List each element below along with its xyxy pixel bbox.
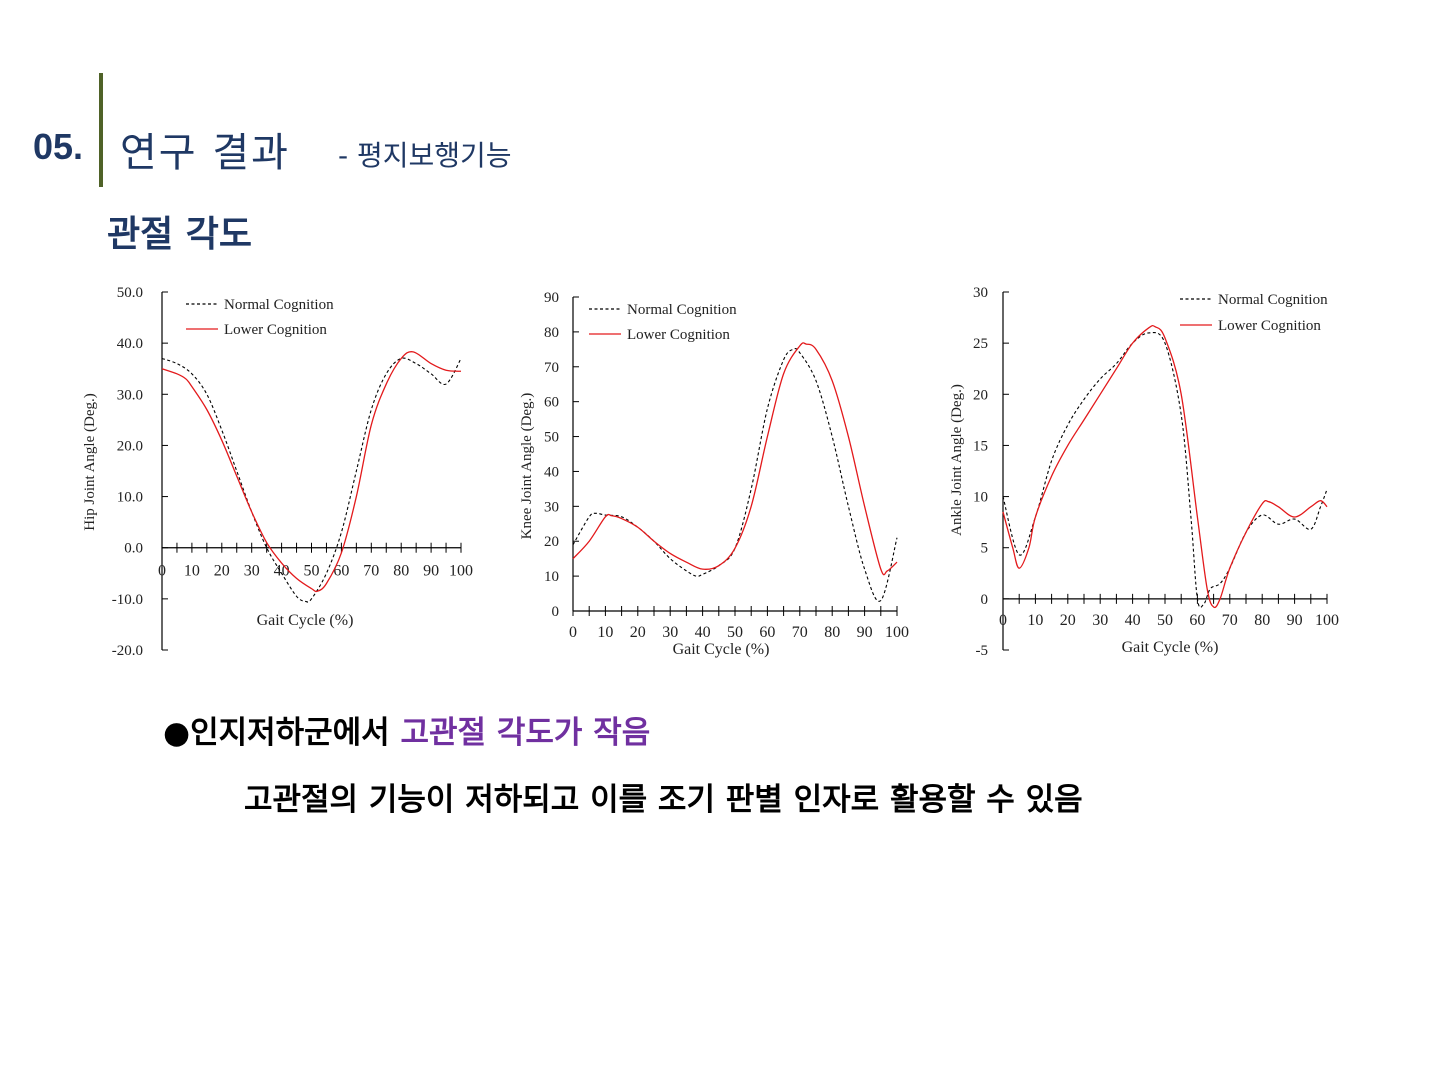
lower-cognition-line	[572, 342, 898, 576]
section-heading: 관절 각도	[107, 214, 253, 255]
y-tick-label: 15	[973, 438, 988, 454]
x-tick-label: 70	[363, 563, 379, 580]
x-tick-label: 30	[1092, 612, 1108, 629]
x-tick-label: 10	[597, 624, 613, 641]
y-tick-label: 40	[544, 464, 559, 480]
bullet-highlight: 고관절 각도가 작음	[400, 715, 651, 751]
x-tick-label: 40	[695, 624, 711, 641]
y-tick-label: 70	[544, 360, 559, 376]
slide-title: 연구 결과	[120, 130, 290, 176]
y-tick-label: 20.0	[117, 438, 143, 454]
y-tick-label: 25	[973, 336, 988, 352]
y-tick-label: 20	[973, 387, 988, 403]
normal-cognition-line	[572, 348, 898, 602]
x-tick-label: 90	[857, 624, 873, 641]
x-tick-label: 60	[333, 563, 349, 580]
bullet-icon: ●	[163, 715, 191, 751]
legend-label: Lower Cognition	[1218, 318, 1321, 334]
bullet-point: ●인지저하군에서 고관절 각도가 작음	[163, 707, 650, 752]
x-tick-label: 20	[1060, 612, 1076, 629]
y-axis-label: Knee Joint Angle (Deg.)	[519, 393, 535, 540]
x-tick-label: 20	[630, 624, 646, 641]
x-tick-label: 100	[885, 624, 909, 641]
bullet-text: 인지저하군에서	[190, 715, 401, 751]
x-tick-label: 50	[727, 624, 743, 641]
y-tick-label: 60	[544, 395, 559, 411]
y-tick-label: 10	[544, 569, 559, 585]
x-axis-label: Gait Cycle (%)	[1122, 639, 1219, 656]
y-tick-label: 50	[544, 430, 559, 446]
x-tick-label: 0	[569, 624, 577, 641]
x-tick-label: 90	[423, 563, 439, 580]
normal-cognition-line	[1002, 332, 1328, 609]
x-tick-label: 10	[1027, 612, 1043, 629]
x-tick-label: 60	[1189, 612, 1205, 629]
y-tick-label: 30	[544, 499, 559, 515]
x-tick-label: 40	[1125, 612, 1141, 629]
y-tick-label: 10	[973, 490, 988, 506]
y-tick-label: 80	[544, 325, 559, 341]
x-tick-label: 10	[184, 563, 200, 580]
x-tick-label: 20	[214, 563, 230, 580]
x-tick-label: 90	[1287, 612, 1303, 629]
x-tick-label: 0	[158, 563, 166, 580]
slide-number: 05.	[33, 126, 84, 167]
x-tick-label: 50	[1157, 612, 1173, 629]
x-tick-label: 0	[999, 612, 1007, 629]
y-tick-label: 30.0	[117, 387, 143, 403]
y-tick-label: 30	[973, 285, 988, 301]
y-tick-label: 10.0	[117, 490, 143, 506]
x-tick-label: 70	[1222, 612, 1238, 629]
x-tick-label: 70	[792, 624, 808, 641]
legend-label: Normal Cognition	[1218, 292, 1328, 308]
x-axis-label: Gait Cycle (%)	[257, 612, 354, 629]
y-tick-label: -10.0	[112, 592, 143, 608]
x-tick-label: 80	[393, 563, 409, 580]
x-tick-label: 100	[1315, 612, 1339, 629]
y-tick-label: 5	[981, 541, 989, 557]
x-tick-label: 80	[1254, 612, 1270, 629]
x-tick-label: 60	[759, 624, 775, 641]
x-tick-label: 80	[824, 624, 840, 641]
legend-label: Normal Cognition	[224, 297, 334, 313]
y-tick-label: 0	[981, 592, 989, 608]
legend-label: Lower Cognition	[224, 322, 327, 338]
y-tick-label: -20.0	[112, 643, 143, 659]
y-axis-label: Ankle Joint Angle (Deg.)	[949, 384, 965, 536]
y-tick-label: 20	[544, 534, 559, 550]
legend-label: Normal Cognition	[627, 302, 737, 318]
x-tick-label: 50	[304, 563, 320, 580]
title-divider	[99, 73, 103, 187]
y-tick-label: 0	[552, 604, 560, 620]
x-axis-label: Gait Cycle (%)	[673, 641, 770, 658]
y-tick-label: 0.0	[124, 541, 143, 557]
y-tick-label: 40.0	[117, 336, 143, 352]
conclusion-text: 고관절의 기능이 저하되고 이를 조기 판별 인자로 활용할 수 있음	[244, 782, 1083, 818]
legend-label: Lower Cognition	[627, 327, 730, 343]
chart-hip: 50.0 40.0 30.0 20.0 10.0 0.0 -10.0 -20.0 0 10 20 30…	[82, 285, 473, 659]
y-tick-label: 50.0	[117, 285, 143, 301]
y-tick-label: -5	[976, 643, 989, 659]
x-tick-label: 100	[449, 563, 473, 580]
y-tick-label: 90	[544, 290, 559, 306]
x-tick-label: 30	[244, 563, 260, 580]
lower-cognition-line	[161, 351, 462, 593]
x-tick-label: 30	[662, 624, 678, 641]
lower-cognition-line	[1002, 324, 1328, 609]
normal-cognition-line	[161, 357, 462, 603]
y-axis-label: Hip Joint Angle (Deg.)	[82, 393, 98, 530]
slide-subtitle: - 평지보행기능	[338, 139, 512, 172]
